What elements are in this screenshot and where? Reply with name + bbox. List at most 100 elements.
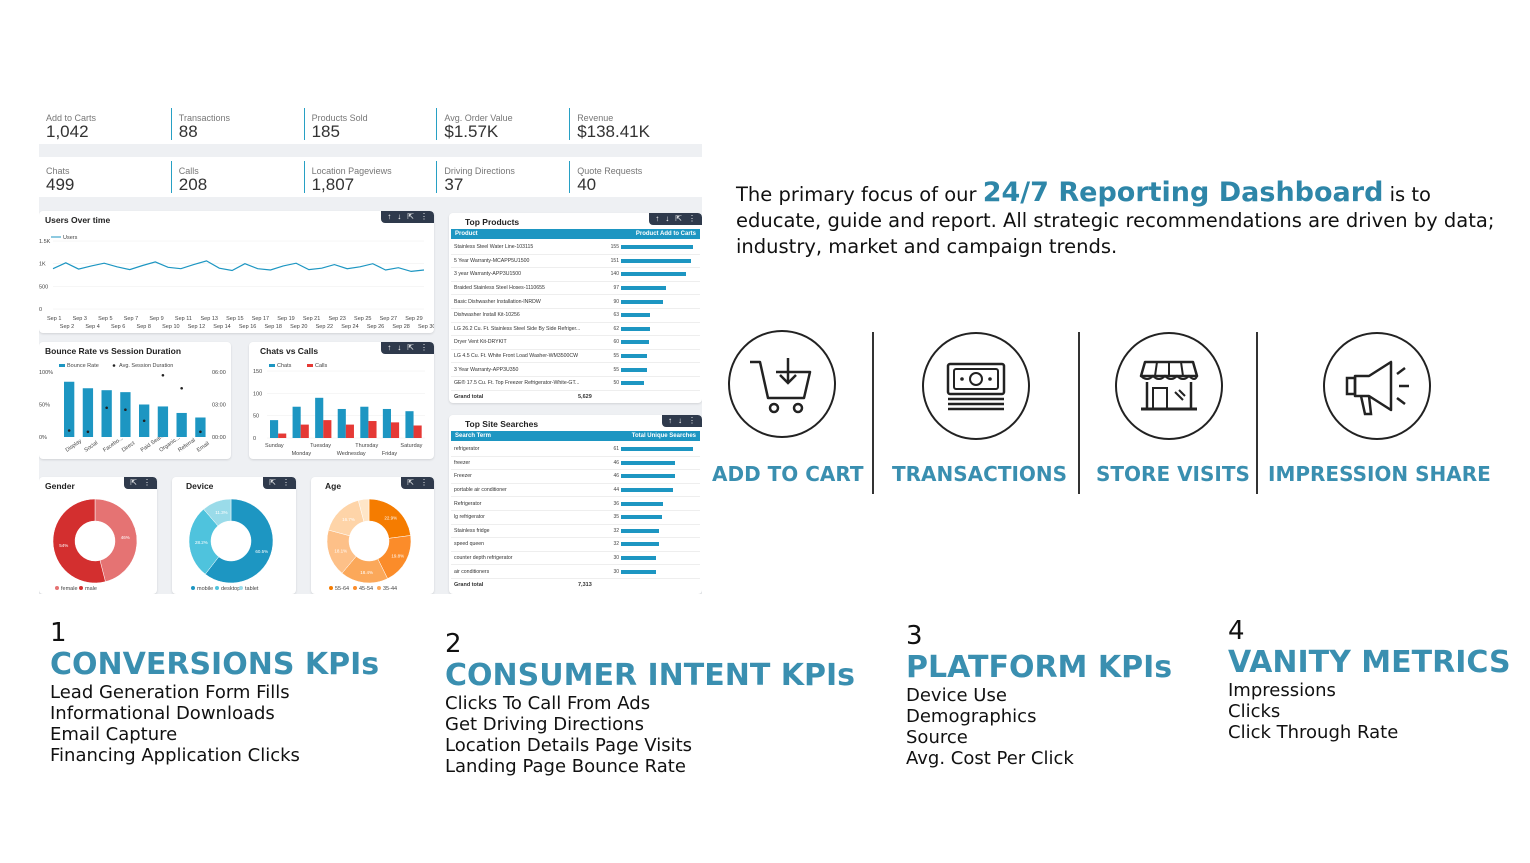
table-row[interactable]: freezer 46 <box>451 457 700 471</box>
cash-stack-icon <box>922 332 1030 440</box>
legend-label: desktop <box>221 586 240 592</box>
table-row[interactable]: Stainless fridge 32 <box>451 525 700 539</box>
more-icon[interactable]: ⋮ <box>420 478 428 487</box>
legend-swatch <box>112 364 116 367</box>
legend-label: 35-44 <box>383 586 397 592</box>
export-icon[interactable]: ⇱ <box>675 214 682 223</box>
sort-down-icon[interactable]: ↓ <box>665 214 670 223</box>
export-icon[interactable]: ⇱ <box>130 478 137 487</box>
row-bar <box>621 326 650 331</box>
table-header[interactable]: Product Product Add to Carts <box>451 229 700 239</box>
table-header[interactable]: Search Term Total Unique Searches <box>451 431 700 441</box>
panel-toolbar[interactable]: ↑ ↓ ⇱ ⋮ <box>649 213 702 225</box>
table-row[interactable]: Basic Dishwasher Installation-INRDW 90 <box>451 295 700 309</box>
row-value: 35 <box>613 514 619 521</box>
table-row[interactable]: portable air conditioner 44 <box>451 484 700 498</box>
users-over-time-panel: Users Over time ↑ ↓ ⇱ ⋮ Users 1.5K 1K 500 0 Sep … <box>39 211 434 333</box>
more-icon[interactable]: ⋮ <box>420 343 428 352</box>
bounce-bar <box>82 388 94 437</box>
table-row[interactable]: Freezer 46 <box>451 470 700 484</box>
chats-bar <box>405 411 414 438</box>
bounce-bar-chart: Bounce Rate Avg. Session Duration 100% 06:0… <box>39 363 226 454</box>
bounce-bar <box>64 381 75 437</box>
more-icon[interactable]: ⋮ <box>688 214 696 223</box>
sort-up-icon[interactable]: ↑ <box>387 212 392 221</box>
kpi-driving-directions: Driving Directions 37 <box>437 161 571 193</box>
row-value: 46 <box>613 473 619 480</box>
kpi-chats: Chats 499 <box>39 161 172 193</box>
table-row[interactable]: 5 Year Warranty-MCAPP5U1500 151 <box>451 255 700 269</box>
legend-label: Users <box>63 235 78 241</box>
bounce-bar <box>101 390 112 437</box>
table-row[interactable]: 3 year Warranty-APP3U1500 140 <box>451 268 700 282</box>
sort-up-icon[interactable]: ↑ <box>655 214 660 223</box>
column-header[interactable]: Product Add to Carts <box>635 231 696 237</box>
table-row[interactable]: counter depth refrigerator 30 <box>451 552 700 566</box>
more-icon[interactable]: ⋮ <box>688 416 696 425</box>
table-row[interactable]: LG 26.2 Cu. Ft. Stainless Steel Side By … <box>451 323 700 337</box>
column-header[interactable]: Search Term <box>455 433 491 439</box>
legend-label: 45-54 <box>359 586 373 592</box>
row-bar <box>621 460 676 465</box>
panel-toolbar[interactable]: ⇱ ⋮ <box>263 477 296 489</box>
legend-label: Bounce Rate <box>67 363 99 369</box>
grand-total-value: 7,313 <box>578 582 592 588</box>
kpi-value: $1.57K <box>444 122 499 141</box>
more-icon[interactable]: ⋮ <box>143 478 151 487</box>
table-row[interactable]: Dryer Vent Kit-DRYKIT 60 <box>451 336 700 350</box>
row-label: freezer <box>454 459 471 466</box>
panel-toolbar[interactable]: ↑ ↓ ⇱ ⋮ <box>381 211 434 223</box>
duration-point <box>199 430 202 434</box>
slice-label: 18.4% <box>360 570 373 575</box>
panel-title: Bounce Rate vs Session Duration <box>45 346 182 356</box>
y-tick-label: 50% <box>39 403 50 409</box>
table-row[interactable]: air conditioners 30 <box>451 565 700 579</box>
panel-toolbar[interactable]: ⇱ ⋮ <box>401 477 434 489</box>
sort-down-icon[interactable]: ↓ <box>678 416 682 425</box>
x-tick-label: Sep 24 <box>341 324 358 330</box>
sort-up-icon[interactable]: ↑ <box>668 416 672 425</box>
table-row[interactable]: Braided Stainless Steel Hoses-1110655 97 <box>451 282 700 296</box>
sort-down-icon[interactable]: ↓ <box>397 343 402 352</box>
row-bar <box>621 474 676 479</box>
panel-toolbar[interactable]: ↑ ↓ ⋮ <box>662 415 702 427</box>
x-tick-label: Sep 27 <box>380 316 397 322</box>
chats-bar <box>360 406 369 438</box>
column-header[interactable]: Product <box>455 231 478 237</box>
legend-label: female <box>61 586 78 592</box>
table-row[interactable]: Stainless Steel Water Line-103115 155 <box>451 241 700 255</box>
kpi-label: Products Sold <box>311 113 368 123</box>
x-tick-label: Sunday <box>265 443 284 449</box>
more-icon[interactable]: ⋮ <box>282 478 290 487</box>
kpi-calls: Calls 208 <box>172 161 305 193</box>
export-icon[interactable]: ⇱ <box>407 212 414 221</box>
donut-slice <box>203 498 232 527</box>
export-icon[interactable]: ⇱ <box>407 343 414 352</box>
x-tick-label: Sep 9 <box>149 316 163 322</box>
export-icon[interactable]: ⇱ <box>269 478 276 487</box>
y-tick-label: 100% <box>39 370 53 376</box>
row-label: 3 Year Warranty-APP3U350 <box>454 366 519 373</box>
row-bar <box>621 272 687 277</box>
table-row[interactable]: refrigerator 61 <box>451 443 700 457</box>
table-row[interactable]: Dishwasher Install Kit-10256 63 <box>451 309 700 323</box>
more-icon[interactable]: ⋮ <box>420 212 428 221</box>
legend-swatch <box>377 586 381 590</box>
legend-swatch <box>329 586 333 590</box>
table-row[interactable]: GE® 17.5 Cu. Ft. Top Freezer Refrigerato… <box>451 377 700 391</box>
table-row[interactable]: speed queen 32 <box>451 538 700 552</box>
kpi-block-vanity: 4 VANITY METRICS Impressions Clicks Clic… <box>1228 616 1511 743</box>
export-icon[interactable]: ⇱ <box>407 478 414 487</box>
table-row[interactable]: lg refrigerator 35 <box>451 511 700 525</box>
table-row[interactable]: 3 Year Warranty-APP3U350 55 <box>451 363 700 377</box>
table-row[interactable]: LG 4.5 Cu. Ft. White Front Load Washer-W… <box>451 350 700 364</box>
table-row[interactable]: Refrigerator 36 <box>451 497 700 511</box>
y-tick-label: 0 <box>39 307 42 313</box>
sort-down-icon[interactable]: ↓ <box>397 212 402 221</box>
column-header[interactable]: Total Unique Searches <box>631 433 696 439</box>
panel-toolbar[interactable]: ⇱ ⋮ <box>124 477 157 489</box>
kpi-label: Transactions <box>178 113 230 123</box>
x-tick-label: Sep 25 <box>354 316 371 322</box>
panel-toolbar[interactable]: ↑ ↓ ⇱ ⋮ <box>381 342 434 354</box>
sort-up-icon[interactable]: ↑ <box>387 343 392 352</box>
